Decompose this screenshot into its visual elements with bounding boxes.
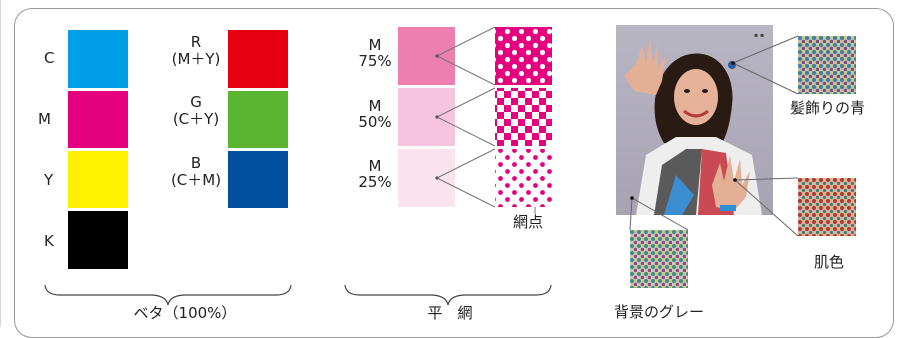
tint-percent-50: 50%	[358, 113, 392, 131]
secondary-mix-g: (C＋Y)	[172, 110, 220, 128]
tint-percent-75: 75%	[358, 52, 392, 70]
svg-text:▪ ▪: ▪ ▪	[754, 32, 764, 39]
callout-background: 背景のグレー	[614, 303, 705, 321]
secondary-name-g: G	[190, 93, 202, 111]
solid-caption: ベタ（100%）	[133, 304, 237, 322]
callout-skin: 肌色	[814, 253, 845, 271]
halftone-zoom-25	[495, 149, 552, 207]
zoom-skin	[798, 178, 856, 236]
tint-swatch-50	[398, 88, 455, 146]
tint-name-50: M	[368, 97, 382, 115]
swatch-yellow	[68, 151, 128, 208]
swatch-blue	[228, 151, 288, 208]
swatch-magenta	[68, 91, 128, 148]
secondary-mix-b: (C＋M)	[170, 171, 222, 189]
secondary-name-r: R	[190, 33, 202, 51]
solid-brace	[44, 284, 292, 306]
halftone-zoom-75	[495, 27, 552, 85]
secondary-name-b: B	[190, 154, 202, 172]
halftone-caption: 平 網	[427, 304, 473, 322]
swatch-cyan	[68, 30, 128, 88]
secondary-mix-r: (M＋Y)	[171, 50, 221, 68]
tint-name-75: M	[368, 36, 382, 54]
connector-overlay	[44, 26, 799, 306]
dot-label: 網点	[513, 213, 544, 231]
zoom-background-gray	[630, 230, 688, 288]
tint-swatch-75	[398, 27, 455, 85]
process-label-m: M	[38, 110, 51, 128]
zoom-hair-ornament	[798, 36, 856, 94]
swatch-green	[228, 91, 288, 148]
process-label-c: C	[44, 49, 55, 67]
halftone-brace	[344, 284, 552, 306]
swatch-black	[68, 211, 128, 269]
callout-hair-ornament: 髪飾りの青	[790, 99, 866, 117]
halftone-zoom-50	[495, 88, 552, 146]
tint-percent-25: 25%	[358, 173, 392, 191]
process-label-k: K	[44, 232, 54, 250]
left-edge-line	[0, 0, 1, 327]
tint-swatch-25	[398, 149, 455, 207]
process-label-y: Y	[44, 171, 54, 189]
tint-name-25: M	[368, 157, 382, 175]
swatch-red	[228, 30, 288, 88]
portrait-photo: ▪ ▪	[616, 25, 773, 215]
